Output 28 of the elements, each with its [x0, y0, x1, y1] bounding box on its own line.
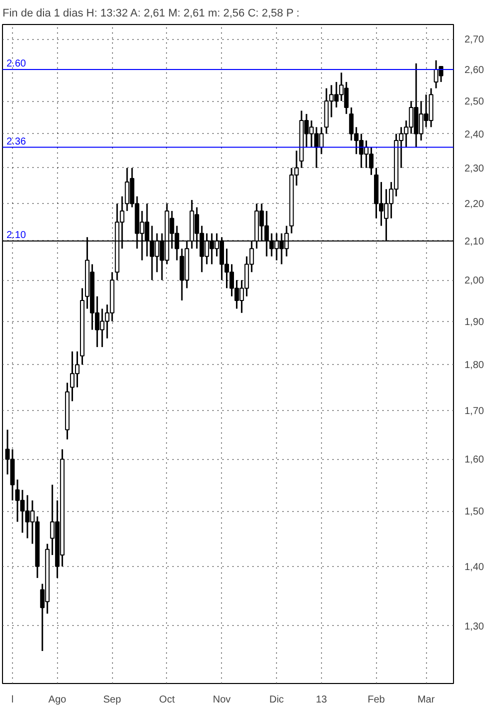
y-tick-label: 2,10	[464, 236, 484, 248]
y-tick-label: 1,50	[464, 506, 484, 518]
y-tick-label: 2,30	[464, 163, 484, 174]
chart-title: Fin de dia 1 dias H: 13:32 A: 2,61 M: 2,61 m: 2,56 C: 2,58 P :	[2, 8, 300, 20]
y-tick-label: 1,70	[464, 406, 484, 418]
x-tick-label: Dic	[269, 694, 284, 706]
y-tick-label: 2,40	[464, 129, 484, 140]
y-tick-label: 2,00	[464, 276, 484, 287]
y-tick-label: 1,30	[464, 621, 484, 632]
x-tick-label: Mar	[417, 694, 436, 706]
x-tick-label: Feb	[368, 694, 386, 706]
x-tick-label: Nov	[212, 694, 231, 706]
ref-line-label: 2.36	[6, 136, 26, 148]
y-tick-label: 2,50	[464, 96, 484, 108]
ref-line-label: 2.10	[6, 230, 26, 241]
y-tick-label: 1,80	[464, 360, 484, 372]
x-tick-label: l	[11, 694, 14, 706]
y-tick-label: 1,40	[464, 562, 484, 573]
x-tick-label: 13	[316, 694, 328, 706]
x-tick-label: Oct	[159, 694, 175, 706]
y-tick-label: 2,60	[464, 65, 484, 76]
x-tick-label: Sep	[103, 694, 122, 706]
x-tick-label: Ago	[48, 694, 67, 706]
y-tick-label: 1,60	[464, 454, 484, 466]
y-tick-label: 1,90	[464, 316, 484, 328]
y-tick-label: 2,20	[464, 199, 484, 210]
y-tick-label: 2,70	[464, 34, 484, 46]
ref-line-label: 2.60	[6, 58, 26, 70]
